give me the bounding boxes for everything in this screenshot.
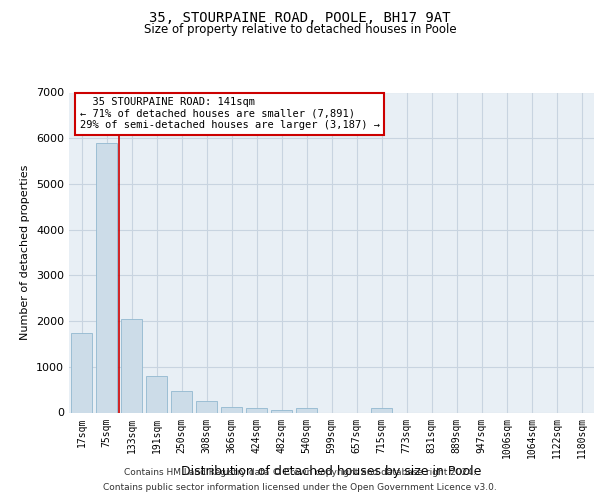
Bar bbox=[296, 408, 317, 412]
Text: Contains HM Land Registry data © Crown copyright and database right 2024.: Contains HM Land Registry data © Crown c… bbox=[124, 468, 476, 477]
Bar bbox=[121, 319, 142, 412]
Bar bbox=[196, 400, 217, 412]
Bar bbox=[71, 332, 92, 412]
Y-axis label: Number of detached properties: Number of detached properties bbox=[20, 165, 31, 340]
Bar bbox=[171, 390, 192, 412]
Bar bbox=[221, 406, 242, 412]
X-axis label: Distribution of detached houses by size in Poole: Distribution of detached houses by size … bbox=[181, 466, 482, 478]
Text: 35, STOURPAINE ROAD, POOLE, BH17 9AT: 35, STOURPAINE ROAD, POOLE, BH17 9AT bbox=[149, 10, 451, 24]
Bar bbox=[96, 143, 117, 412]
Bar bbox=[246, 408, 267, 412]
Bar bbox=[271, 410, 292, 412]
Bar bbox=[371, 408, 392, 412]
Text: Contains public sector information licensed under the Open Government Licence v3: Contains public sector information licen… bbox=[103, 483, 497, 492]
Text: 35 STOURPAINE ROAD: 141sqm  
← 71% of detached houses are smaller (7,891)
29% of: 35 STOURPAINE ROAD: 141sqm ← 71% of deta… bbox=[79, 98, 380, 130]
Text: Size of property relative to detached houses in Poole: Size of property relative to detached ho… bbox=[143, 24, 457, 36]
Bar bbox=[146, 376, 167, 412]
